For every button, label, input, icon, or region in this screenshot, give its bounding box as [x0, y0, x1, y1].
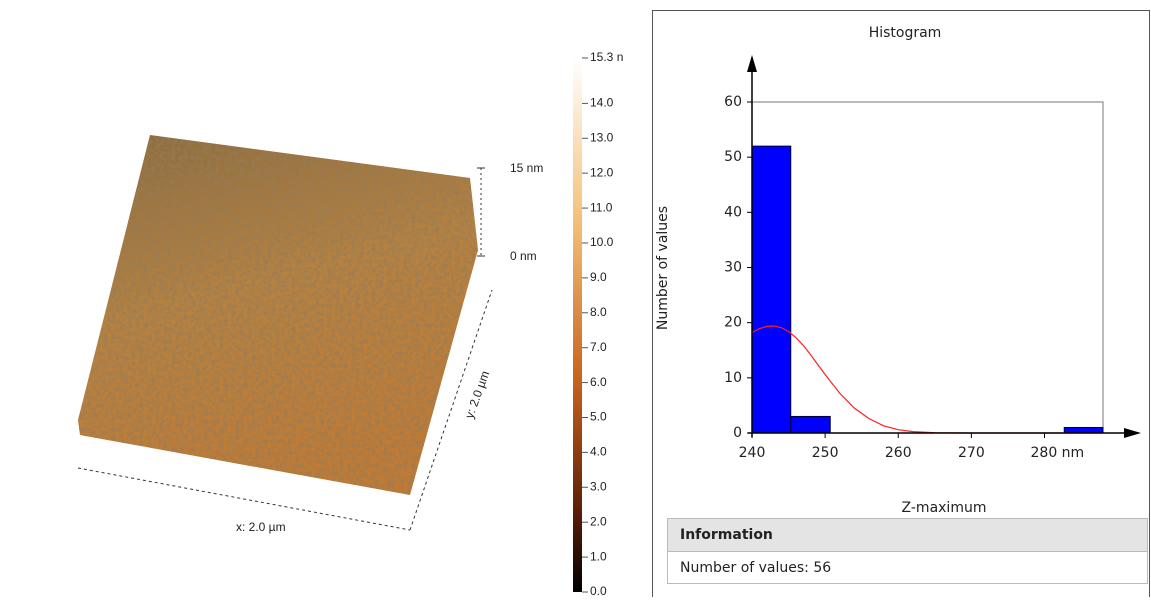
colorbar-tick-label: 11.0	[590, 200, 613, 214]
colorbar-tick-label: 5.0	[590, 410, 607, 424]
z-tick-label: 0 nm	[510, 249, 537, 263]
colorbar-tick-label: 10.0	[590, 235, 614, 249]
colorbar-tick-label: 3.0	[590, 479, 607, 493]
info-title: Information	[680, 527, 773, 543]
y-tick-label: 60	[724, 94, 742, 110]
histogram-panel: Histogram Number of values Z-maximum Inf…	[652, 10, 1150, 601]
colorbar-tick-label: 0.0	[590, 584, 607, 597]
info-row	[667, 551, 1148, 584]
y-axis-arrow	[747, 55, 757, 72]
x-tick-label: 280 nm	[1031, 445, 1085, 461]
colorbar	[573, 58, 582, 592]
info-header	[667, 518, 1148, 552]
colorbar-tick-label: 14.0	[590, 96, 614, 110]
colorbar-tick-label: 12.0	[590, 165, 614, 179]
colorbar-tick-label: 4.0	[590, 445, 607, 459]
afm-panel: x: 2.0 µm y: 2.0 µm	[0, 40, 640, 597]
x-axis-arrow	[1124, 428, 1141, 438]
x-axis-label: x: 2.0 µm	[236, 520, 286, 534]
info-text: Number of values: 56	[680, 560, 831, 576]
x-tick-label: 270	[958, 445, 985, 461]
afm-texture	[78, 135, 478, 495]
chart-title: Histogram	[869, 25, 942, 41]
x-axis-line	[77, 467, 411, 531]
y-tick-label: 30	[724, 260, 742, 276]
x-tick-label: 250	[812, 445, 839, 461]
colorbar-tick-label: 2.0	[590, 514, 607, 528]
y-tick-label: 20	[724, 315, 742, 331]
colorbar-tick-label: 7.0	[590, 340, 607, 354]
y-tick-label: 50	[724, 149, 742, 165]
y-axis-line	[409, 289, 493, 531]
colorbar-tick-label: 9.0	[590, 270, 607, 284]
y-tick-label: 0	[733, 425, 742, 441]
bar	[1063, 426, 1104, 434]
colorbar-tick-label: 15.3 n	[590, 50, 623, 64]
panel-border	[652, 10, 1150, 601]
z-tick-label: 15 nm	[510, 161, 543, 175]
bar	[751, 145, 792, 434]
colorbar-tick-label: 6.0	[590, 375, 607, 389]
x-tick-label: 240	[739, 445, 766, 461]
y-tick-label: 10	[724, 370, 742, 386]
colorbar-tick-label: 1.0	[590, 549, 607, 563]
x-axis-label: Z-maximum	[902, 500, 987, 516]
colorbar-tick-label: 8.0	[590, 305, 607, 319]
y-axis-label: Number of values	[655, 206, 671, 330]
bar	[790, 415, 831, 434]
x-tick-label: 260	[885, 445, 912, 461]
y-tick-label: 40	[724, 204, 742, 220]
colorbar-tick-label: 13.0	[590, 130, 614, 144]
